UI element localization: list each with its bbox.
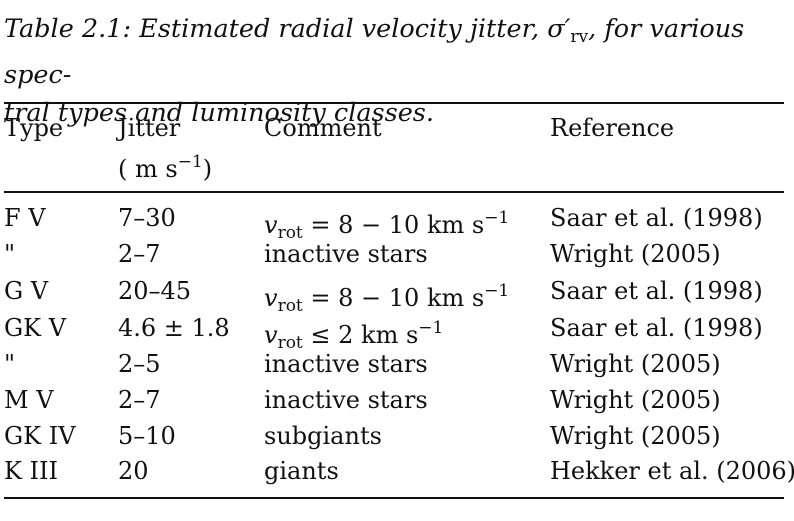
cell-type: GK V: [4, 314, 67, 342]
cell-reference: Wright (2005): [550, 240, 721, 268]
velocity-range: = 8 − 10 km s: [302, 284, 485, 312]
top-rule: [4, 102, 784, 104]
cell-reference: Saar et al. (1998): [550, 314, 763, 342]
cell-jitter: 20–45: [118, 277, 192, 305]
header-type: Type: [4, 114, 64, 142]
caption-symbol: σ′rv: [547, 14, 589, 47]
cell-type: ": [4, 240, 16, 268]
header-jitter-unit: ( m s−1): [118, 147, 212, 184]
cell-jitter: 20: [118, 457, 149, 485]
header-comment: Comment: [264, 114, 382, 142]
cell-comment: giants: [264, 457, 339, 485]
mid-rule: [4, 191, 784, 193]
header-reference: Reference: [550, 114, 675, 142]
sigma-subscript: rv: [570, 27, 589, 47]
jitter-unit-exp: −1: [177, 152, 203, 172]
velocity-range: ≤ 2 km s: [302, 321, 419, 349]
cell-type: F V: [4, 204, 46, 232]
cell-reference: Wright (2005): [550, 386, 721, 414]
cell-comment: subgiants: [264, 422, 382, 450]
unit-exponent: −1: [484, 208, 510, 228]
velocity-symbol: v: [264, 284, 278, 312]
cell-comment: vrot ≤ 2 km s−1: [264, 313, 443, 358]
cell-reference: Saar et al. (1998): [550, 204, 763, 232]
velocity-symbol: v: [264, 211, 278, 239]
cell-comment: inactive stars: [264, 240, 428, 268]
bottom-rule: [4, 497, 784, 499]
unit-exponent: −1: [484, 281, 510, 301]
velocity-subscript: rot: [277, 223, 303, 243]
cell-reference: Saar et al. (1998): [550, 277, 763, 305]
prime-symbol: ′: [564, 14, 571, 44]
caption-line1-pre: Table 2.1: Estimated radial velocity jit…: [4, 14, 548, 44]
header-jitter: Jitter: [118, 114, 181, 142]
cell-type: G V: [4, 277, 49, 305]
cell-reference: Hekker et al. (2006): [550, 457, 794, 485]
cell-reference: Wright (2005): [550, 350, 721, 378]
cell-type: ": [4, 350, 16, 378]
velocity-range: = 8 − 10 km s: [302, 211, 485, 239]
cell-jitter: 7–30: [118, 204, 176, 232]
jitter-unit-open: ( m s: [118, 155, 178, 183]
velocity-subscript: rot: [277, 333, 303, 353]
cell-reference: Wright (2005): [550, 422, 721, 450]
cell-jitter: 4.6 ± 1.8: [118, 314, 230, 342]
cell-type: GK IV: [4, 422, 76, 450]
caption-line1-post: , for various spec-: [4, 14, 745, 90]
cell-comment: inactive stars: [264, 350, 428, 378]
cell-jitter: 2–7: [118, 386, 161, 414]
cell-jitter: 2–5: [118, 350, 161, 378]
cell-comment: vrot = 8 − 10 km s−1: [264, 276, 509, 321]
cell-comment: vrot = 8 − 10 km s−1: [264, 203, 509, 248]
jitter-unit-close: ): [202, 155, 213, 183]
sigma-symbol: σ: [547, 14, 565, 44]
unit-exponent: −1: [418, 318, 444, 338]
cell-type: K III: [4, 457, 58, 485]
cell-type: M V: [4, 386, 54, 414]
velocity-symbol: v: [264, 321, 278, 349]
velocity-subscript: rot: [277, 296, 303, 316]
cell-jitter: 5–10: [118, 422, 176, 450]
cell-jitter: 2–7: [118, 240, 161, 268]
cell-comment: inactive stars: [264, 386, 428, 414]
